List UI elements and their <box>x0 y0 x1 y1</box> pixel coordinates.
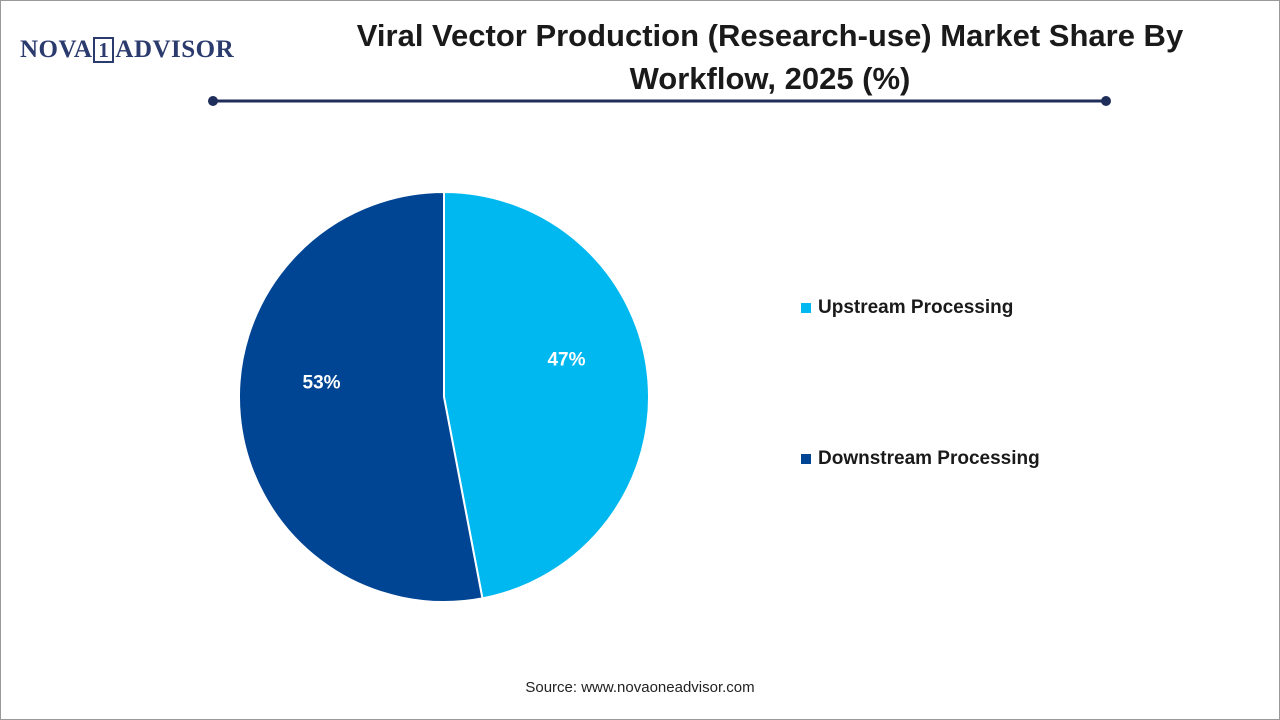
logo: NOVA 1 ADVISOR <box>20 36 234 64</box>
source: Source: www.novaoneadvisor.com <box>525 679 755 696</box>
logo-mark: 1 <box>93 37 115 63</box>
legend-swatch <box>801 303 811 313</box>
rule-dot <box>208 96 218 106</box>
pie-slice <box>443 190 650 600</box>
logo-right: ADVISOR <box>115 36 235 63</box>
legend-label: Downstream Processing <box>818 448 1040 469</box>
logo-left: NOVA <box>20 36 93 63</box>
legend-label: Upstream Processing <box>818 297 1013 318</box>
pie-slice <box>238 190 484 603</box>
legend-swatch <box>801 454 811 464</box>
chart-title: Viral Vector Production (Research-use) M… <box>356 18 1184 96</box>
value-label: 47% <box>547 349 585 370</box>
value-label: 53% <box>303 373 341 394</box>
rule-dot <box>1101 96 1111 106</box>
